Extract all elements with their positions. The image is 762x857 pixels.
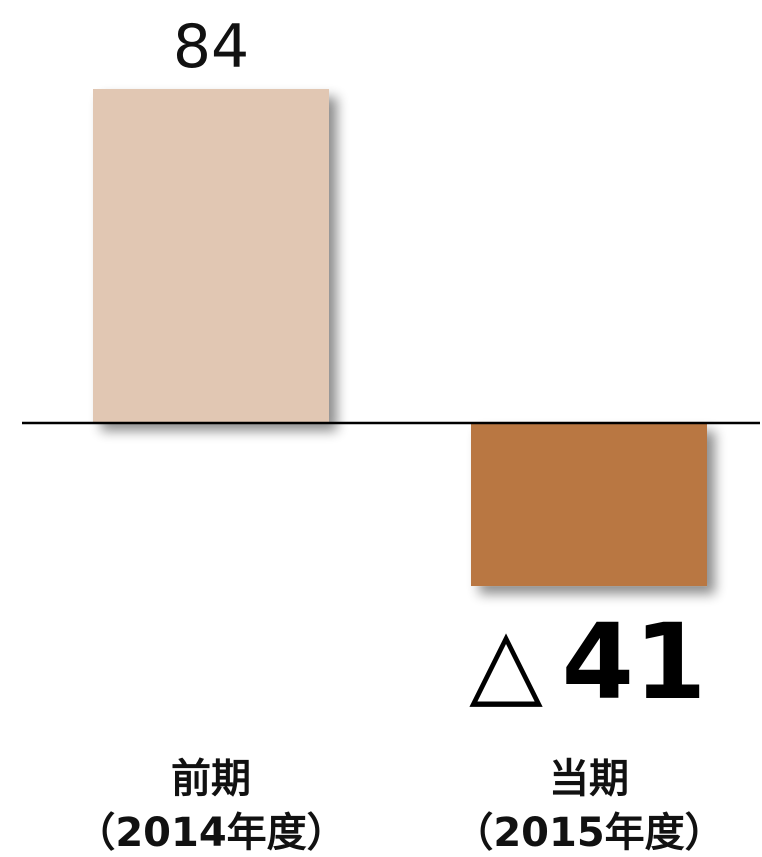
bar-previous-period — [93, 89, 329, 423]
category-label: 前期 — [171, 756, 251, 802]
negative-triangle-symbol: △ — [469, 606, 543, 718]
data-label-current-period: △ 41 — [469, 601, 706, 723]
category-period-label: （2015年度） — [453, 810, 724, 856]
category-label: 当期 — [549, 756, 629, 802]
bar-current-period — [471, 423, 707, 587]
data-label-previous-period: 84 — [173, 12, 249, 82]
category-period-label: （2014年度） — [75, 810, 346, 856]
data-label-value: 41 — [562, 601, 707, 723]
